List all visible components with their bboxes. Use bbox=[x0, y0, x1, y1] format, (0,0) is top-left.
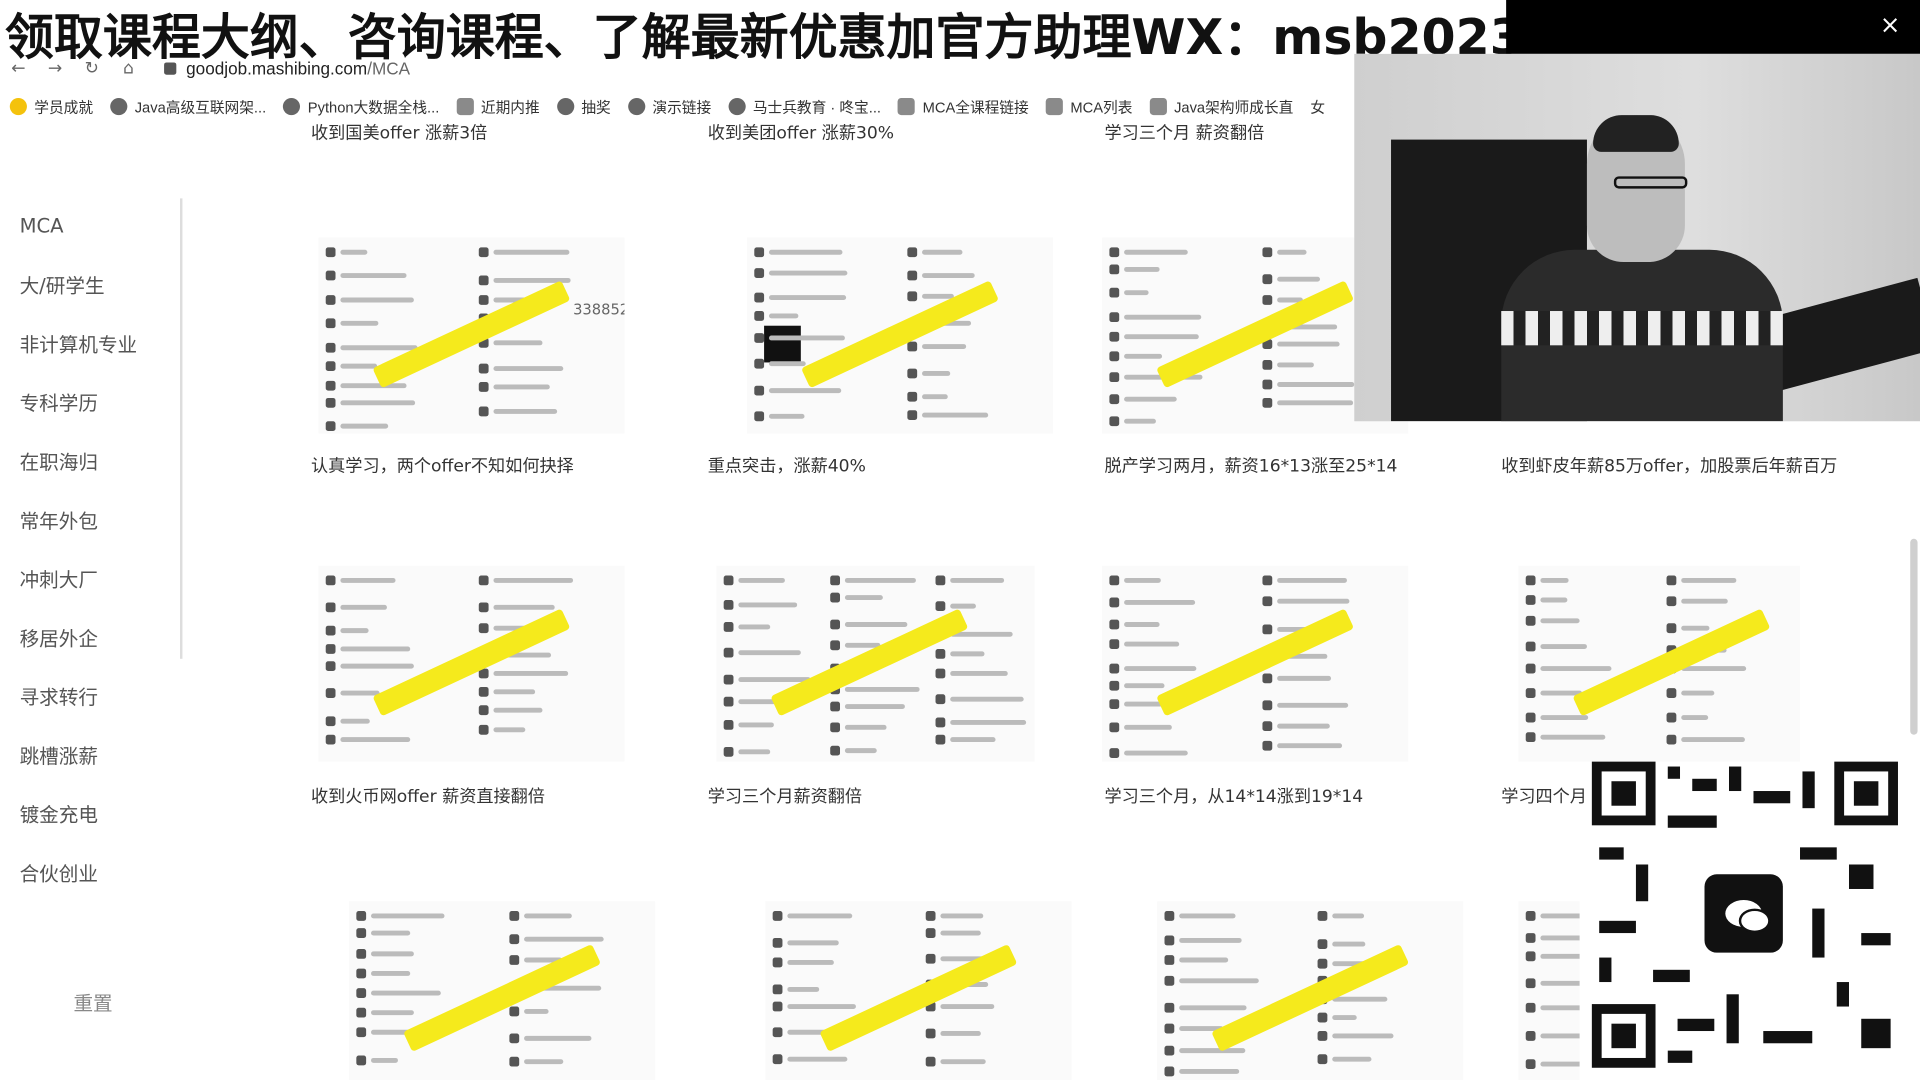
caption: 收到国美offer 涨薪3倍 bbox=[311, 123, 488, 144]
bookmark-item[interactable]: 女 bbox=[1310, 98, 1326, 116]
bookmark-item[interactable]: 马士兵教育 · 咚宝... bbox=[728, 96, 881, 117]
caption: 收到美团offer 涨薪30% bbox=[707, 123, 895, 144]
highlight-mark bbox=[372, 280, 571, 389]
promo-banner: 领取课程大纲、咨询课程、了解最新优惠加官方助理WX：msb2023 bbox=[0, 0, 1524, 66]
close-icon[interactable]: × bbox=[1879, 9, 1901, 40]
bookmark-item[interactable]: Python大数据全栈... bbox=[283, 96, 439, 117]
bookmark-item[interactable]: MCA列表 bbox=[1045, 96, 1132, 117]
sidebar-item-outsourcing[interactable]: 常年外包 bbox=[19, 509, 98, 533]
testimonial-screenshot[interactable] bbox=[765, 901, 1072, 1080]
globe-icon bbox=[556, 97, 575, 116]
overlay-top-bar: × bbox=[1506, 0, 1920, 54]
qq-number: 3388526524 bbox=[573, 301, 624, 319]
category-sidebar: MCA 大/研学生 非计算机专业 专科学历 在职海归 常年外包 冲刺大厂 移居外… bbox=[0, 196, 184, 901]
sidebar-item-college[interactable]: 专科学历 bbox=[19, 391, 98, 416]
bookmark-item[interactable]: Java架构师成长直 bbox=[1149, 96, 1293, 117]
reload-icon[interactable]: ↻ bbox=[84, 58, 100, 79]
bookmark-icon bbox=[1045, 97, 1064, 116]
bookmark-item[interactable]: Java高级互联网架... bbox=[110, 96, 266, 117]
caption: 学习三个月 薪资翻倍 bbox=[1104, 123, 1265, 144]
caption: 收到火币网offer 薪资直接翻倍 bbox=[311, 787, 545, 807]
caption: 收到虾皮年薪85万offer，加股票后年薪百万 bbox=[1501, 456, 1838, 477]
url-path: /MCA bbox=[367, 58, 411, 79]
bookmark-item[interactable]: 近期内推 bbox=[456, 96, 540, 117]
webcam-overlay bbox=[1354, 53, 1920, 422]
testimonial-screenshot[interactable] bbox=[746, 237, 1054, 434]
bookmark-icon bbox=[898, 97, 916, 116]
testimonial-screenshot[interactable] bbox=[1102, 565, 1409, 762]
bookmark-item[interactable]: 演示链接 bbox=[627, 96, 711, 117]
wechat-icon bbox=[1704, 874, 1783, 953]
caption: 学习三个月，从14*14涨到19*14 bbox=[1104, 787, 1364, 807]
wechat-qr-code bbox=[1591, 761, 1898, 1068]
promo-banner-text: 领取课程大纲、咨询课程、了解最新优惠加官方助理WX：msb2023 bbox=[4, 9, 1524, 67]
highlight-mark bbox=[1156, 608, 1355, 717]
testimonial-screenshot[interactable] bbox=[1157, 901, 1464, 1080]
globe-icon bbox=[110, 97, 128, 116]
caption: 学习四个月 bbox=[1501, 787, 1587, 807]
highlight-mark bbox=[372, 608, 571, 717]
bookmark-icon bbox=[456, 97, 474, 116]
sidebar-item-mca[interactable]: MCA bbox=[19, 213, 64, 237]
bookmarks-bar: 学员成就 Java高级互联网架... Python大数据全栈... 近期内推 抽… bbox=[0, 91, 1353, 123]
address-bar[interactable]: goodjob.mashibing.com/MCA bbox=[164, 58, 411, 79]
home-icon[interactable]: ⌂ bbox=[123, 58, 135, 79]
testimonial-screenshot[interactable] bbox=[716, 565, 1035, 762]
testimonial-screenshot[interactable] bbox=[348, 901, 656, 1080]
bookmark-icon bbox=[9, 97, 27, 116]
sidebar-item-big-tech[interactable]: 冲刺大厂 bbox=[19, 568, 98, 592]
globe-icon bbox=[627, 97, 646, 116]
caption: 学习三个月薪资翻倍 bbox=[707, 787, 863, 807]
sidebar-item-students[interactable]: 大/研学生 bbox=[19, 274, 105, 298]
browser-toolbar: ← → ↻ ⌂ goodjob.mashibing.com/MCA bbox=[0, 54, 1506, 83]
reset-button[interactable]: 重置 bbox=[73, 991, 113, 1016]
sidebar-item-foreign[interactable]: 移居外企 bbox=[19, 626, 98, 651]
sidebar-item-career-change[interactable]: 寻求转行 bbox=[19, 685, 98, 709]
sidebar-item-raise[interactable]: 跳槽涨薪 bbox=[19, 744, 98, 768]
testimonial-screenshot[interactable] bbox=[1518, 565, 1801, 762]
sidebar-item-returnee[interactable]: 在职海归 bbox=[19, 450, 98, 474]
caption: 认真学习，两个offer不知如何抉择 bbox=[311, 456, 574, 477]
sidebar-item-non-cs[interactable]: 非计算机专业 bbox=[19, 333, 138, 357]
caption: 重点突击，涨薪40% bbox=[707, 456, 866, 477]
bookmark-icon bbox=[1149, 97, 1167, 116]
globe-icon bbox=[283, 97, 301, 116]
caption: 脱产学习两月，薪资16*13涨至25*14 bbox=[1104, 456, 1398, 477]
url-host: goodjob.mashibing.com bbox=[186, 58, 368, 79]
testimonial-screenshot[interactable] bbox=[1518, 901, 1580, 1080]
bookmark-item[interactable]: 抽奖 bbox=[556, 96, 611, 117]
highlight-mark bbox=[819, 943, 1018, 1052]
sidebar-item-startup[interactable]: 合伙创业 bbox=[19, 862, 98, 886]
globe-icon bbox=[728, 97, 746, 116]
bookmark-item[interactable]: 学员成就 bbox=[9, 96, 93, 117]
testimonial-screenshot[interactable] bbox=[318, 565, 625, 762]
forward-icon[interactable]: → bbox=[47, 58, 63, 79]
testimonial-screenshot[interactable]: 3388526524 bbox=[318, 237, 625, 434]
sidebar-item-upskill[interactable]: 镀金充电 bbox=[19, 803, 98, 827]
page-scrollbar[interactable] bbox=[1910, 538, 1918, 735]
site-info-icon[interactable] bbox=[164, 62, 177, 75]
sidebar-divider bbox=[180, 198, 183, 659]
bookmark-item[interactable]: MCA全课程链接 bbox=[898, 96, 1029, 117]
back-icon[interactable]: ← bbox=[11, 58, 26, 79]
